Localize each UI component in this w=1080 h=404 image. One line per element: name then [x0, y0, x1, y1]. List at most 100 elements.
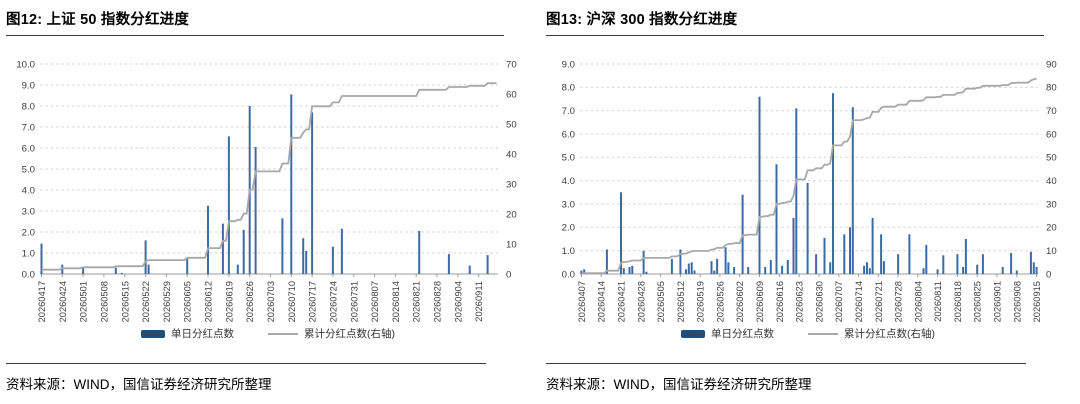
legend-csi300: 单日分红点数 累计分红点数(右轴)	[546, 326, 1070, 341]
bar	[687, 263, 690, 274]
bar	[775, 164, 778, 274]
panel-sse50: 图12: 上证 50 指数分红进度 0.0 1.0 2.0 3.0 4.0 5.0 6.0 7…	[0, 0, 540, 393]
x-tick-label: 20260612	[204, 281, 214, 322]
bar	[769, 260, 772, 274]
bar	[866, 262, 868, 274]
bar	[849, 227, 851, 274]
x-tick-label: 20260501	[79, 281, 89, 322]
x-tick-label: 20260626	[245, 281, 255, 322]
svg-text:7.0: 7.0	[562, 106, 575, 117]
svg-text:30: 30	[1046, 199, 1057, 210]
bar	[716, 258, 719, 274]
legend-sse50: 单日分红点数 累计分红点数(右轴)	[6, 326, 530, 341]
x-tick-label: 20260710	[287, 281, 297, 322]
bar	[1029, 251, 1032, 274]
bar	[486, 255, 489, 274]
svg-text:20: 20	[1046, 223, 1057, 234]
svg-text:7.0: 7.0	[22, 122, 35, 133]
x-axis-labels: 20260407 20260414 20260421 20260428 20260505…	[577, 274, 1042, 322]
svg-text:6.0: 6.0	[562, 129, 575, 140]
bar	[795, 108, 798, 274]
x-tick-label: 20260828	[433, 281, 443, 322]
x-tick-label: 20260731	[349, 281, 359, 322]
bar	[254, 147, 257, 274]
svg-text:8.0: 8.0	[562, 83, 575, 94]
svg-text:60: 60	[506, 89, 517, 100]
bar	[305, 250, 308, 274]
bar	[851, 107, 854, 274]
x-tick-label: 20260428	[636, 281, 646, 322]
bar	[331, 246, 334, 274]
chart-title-csi300: 图13: 沪深 300 指数分红进度	[546, 12, 738, 28]
bar	[290, 94, 293, 275]
svg-text:20: 20	[506, 209, 517, 220]
bar	[186, 258, 189, 275]
svg-text:90: 90	[1046, 59, 1057, 70]
x-tick-label: 20260526	[715, 281, 725, 322]
bar	[311, 112, 314, 274]
svg-text:2.0: 2.0	[22, 227, 35, 238]
svg-text:80: 80	[1046, 83, 1057, 94]
bar	[1035, 267, 1038, 274]
x-tick-label: 20260505	[656, 281, 666, 322]
bar	[713, 270, 716, 274]
sse50-dividend-chart: 0.0 1.0 2.0 3.0 4.0 5.0 6.0 7.0 8.0 9.0 10.0 0 10 20 3…	[6, 46, 530, 342]
bar	[631, 265, 634, 274]
bar	[642, 250, 645, 274]
x-tick-label: 20260807	[370, 281, 380, 322]
bar	[832, 93, 834, 274]
bar	[863, 265, 866, 274]
svg-text:8.0: 8.0	[22, 101, 35, 112]
x-tick-label: 20260904	[453, 281, 463, 322]
bar	[936, 269, 939, 274]
svg-text:4.0: 4.0	[562, 176, 575, 187]
bar	[908, 234, 911, 274]
svg-text:70: 70	[1046, 106, 1057, 117]
svg-text:10: 10	[1046, 246, 1057, 257]
bar	[622, 268, 625, 274]
bar	[724, 247, 727, 274]
svg-text:9.0: 9.0	[22, 80, 35, 91]
bar	[583, 269, 586, 274]
bar	[956, 254, 959, 274]
gridlines	[40, 63, 498, 254]
bar	[620, 192, 622, 274]
x-tick-label: 20260721	[874, 281, 884, 322]
source-rule	[546, 363, 1026, 364]
svg-text:0: 0	[506, 269, 511, 280]
x-tick-label: 20260602	[735, 281, 745, 322]
bar	[764, 267, 767, 274]
bar	[1010, 253, 1013, 274]
bar	[605, 249, 608, 274]
svg-text:4.0: 4.0	[22, 185, 35, 196]
bar	[690, 262, 693, 274]
bar	[964, 239, 967, 274]
bar	[792, 218, 795, 274]
x-tick-label: 20260605	[183, 281, 193, 322]
svg-text:0: 0	[1046, 269, 1051, 280]
bar	[221, 223, 224, 274]
x-tick-label: 20260915	[1032, 281, 1042, 322]
bar	[114, 267, 117, 274]
legend-label-daily: 单日分红点数	[171, 328, 234, 340]
bar	[882, 261, 885, 274]
bar	[806, 183, 809, 274]
bar	[758, 96, 761, 274]
bar	[815, 254, 818, 274]
x-tick-label: 20260707	[834, 281, 844, 322]
source-note-csi300: 资料来源：WIND，国信证券经济研究所整理	[546, 377, 812, 392]
x-tick-label: 20260529	[162, 281, 172, 322]
legend-label-daily: 单日分红点数	[711, 328, 774, 340]
bar	[447, 254, 450, 274]
svg-text:70: 70	[506, 59, 517, 70]
panel-csi300: 图13: 沪深 300 指数分红进度 0.0 1.0 2.0 3.0 4.0 5.0 6.0…	[540, 0, 1080, 393]
chart-title-sse50: 图12: 上证 50 指数分红进度	[6, 12, 190, 28]
bar	[829, 262, 832, 274]
bar	[302, 238, 305, 274]
bar	[880, 234, 883, 274]
svg-text:40: 40	[506, 149, 517, 160]
bar	[580, 270, 583, 274]
legend-label-cumulative: 累计分红点数(右轴)	[304, 328, 395, 340]
bar	[871, 218, 874, 274]
bar	[40, 243, 43, 274]
